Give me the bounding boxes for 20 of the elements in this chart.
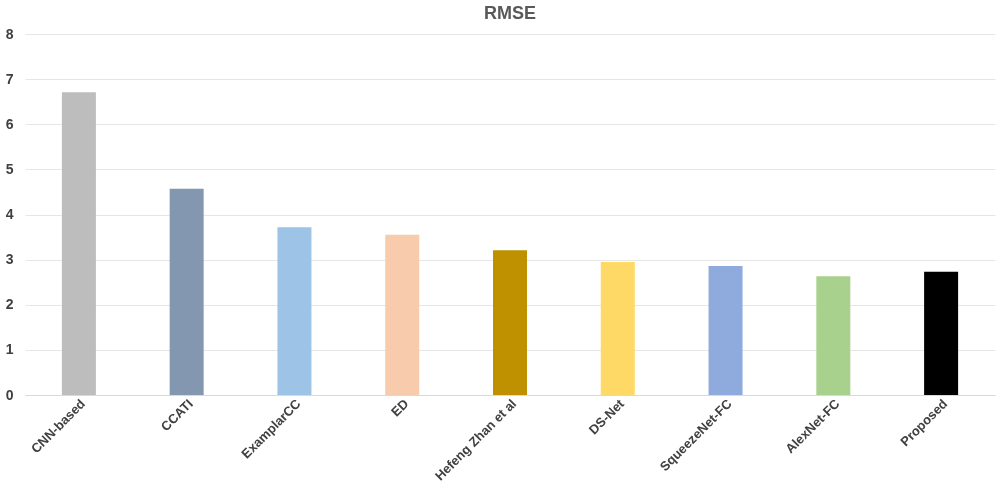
x-tick-label: ED [388,396,412,420]
bar [169,188,204,395]
bar [493,250,527,395]
bar [277,227,312,395]
y-tick-label: 6 [5,115,14,132]
bar [816,276,851,395]
y-tick-label: 1 [5,341,14,358]
bar [924,271,959,395]
bar [385,234,420,395]
y-tick-label: 3 [5,251,14,268]
y-tick-label: 2 [5,296,14,313]
y-tick-label: 7 [5,70,14,87]
y-tick-label: 0 [5,386,14,403]
y-tick-label: 5 [5,160,14,177]
y-tick-label: 8 [5,25,14,42]
bar [600,261,635,395]
chart-title: RMSE [483,3,537,23]
y-tick-label: 4 [5,206,14,222]
bar [61,92,96,395]
bar [708,265,743,395]
